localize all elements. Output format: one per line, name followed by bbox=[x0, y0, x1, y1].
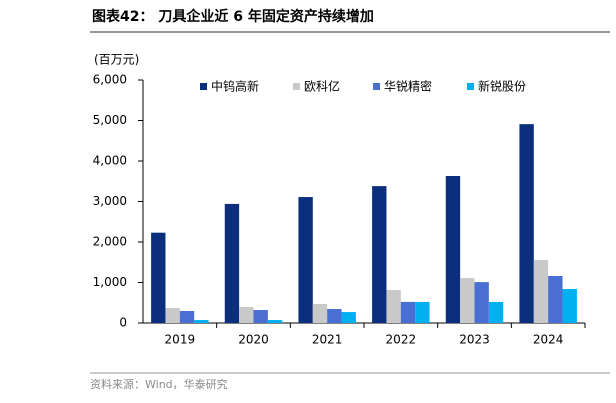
y-tick-label: 4,000 bbox=[93, 154, 127, 168]
legend-swatch bbox=[200, 83, 207, 90]
bar bbox=[372, 186, 387, 323]
legend-label: 新锐股份 bbox=[478, 79, 526, 94]
y-tick-label: 3,000 bbox=[93, 194, 127, 208]
bar bbox=[194, 320, 209, 323]
y-tick-label: 0 bbox=[119, 316, 127, 330]
y-tick-label: 1,000 bbox=[93, 275, 127, 289]
bar bbox=[488, 301, 504, 323]
x-tick-label: 2021 bbox=[312, 333, 343, 347]
bar bbox=[415, 301, 430, 323]
x-tick-label: 2020 bbox=[238, 333, 269, 347]
bar bbox=[224, 203, 240, 323]
bar bbox=[341, 312, 356, 323]
bar bbox=[445, 175, 461, 323]
bar bbox=[327, 309, 342, 323]
bar bbox=[165, 308, 180, 323]
x-tick-label: 2024 bbox=[533, 333, 564, 347]
source: 资料来源：Wind，华泰研究 bbox=[90, 377, 228, 391]
y-axis-label: (百万元) bbox=[94, 53, 139, 67]
y-tick-label: 6,000 bbox=[93, 73, 127, 87]
bar bbox=[460, 278, 475, 323]
legend-label: 华锐精密 bbox=[384, 79, 432, 94]
bar bbox=[474, 282, 489, 323]
bar bbox=[179, 311, 195, 323]
bar bbox=[151, 232, 166, 323]
bar bbox=[533, 260, 549, 323]
x-tick-label: 2022 bbox=[386, 333, 417, 347]
x-tick-label: 2023 bbox=[459, 333, 490, 347]
bar bbox=[267, 320, 283, 323]
bar bbox=[548, 276, 563, 323]
legend-swatch bbox=[293, 83, 300, 90]
legend-swatch bbox=[373, 83, 380, 90]
bar bbox=[239, 307, 254, 323]
y-tick-label: 5,000 bbox=[93, 113, 127, 127]
x-tick-label: 2019 bbox=[165, 333, 196, 347]
legend-label: 中钨高新 bbox=[211, 79, 259, 94]
chart-title: 图表42： 刀具企业近 6 年固定资产持续增加 bbox=[92, 8, 374, 25]
y-tick-label: 2,000 bbox=[93, 235, 127, 249]
bar bbox=[400, 301, 416, 323]
bar bbox=[253, 310, 268, 323]
bar bbox=[386, 289, 401, 323]
bar bbox=[519, 124, 534, 324]
bar bbox=[298, 197, 313, 323]
legend-label: 欧科亿 bbox=[304, 79, 340, 94]
legend-swatch bbox=[467, 83, 474, 90]
bar bbox=[562, 288, 577, 323]
bar bbox=[312, 303, 328, 323]
